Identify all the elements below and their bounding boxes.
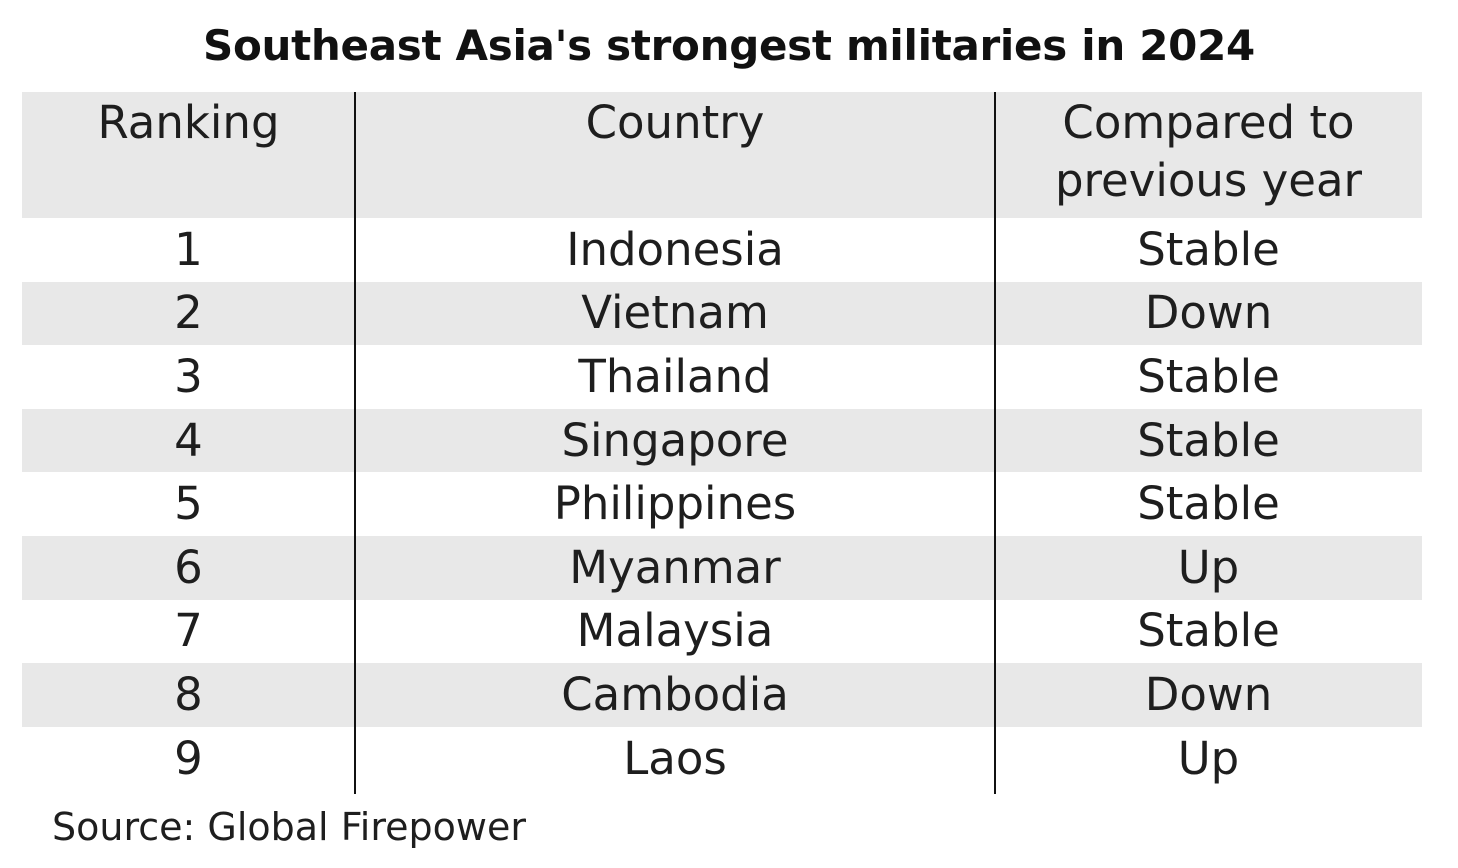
table-row: 9 Laos Up <box>22 727 1422 791</box>
cell-country: Myanmar <box>569 540 781 594</box>
cell-country: Cambodia <box>561 667 789 721</box>
cell-change: Stable <box>1137 222 1280 276</box>
cell-country: Laos <box>623 731 727 785</box>
source-note: Source: Global Firepower <box>52 805 526 849</box>
cell-ranking: 9 <box>174 731 203 785</box>
cell-change: Down <box>1144 286 1273 340</box>
cell-ranking: 5 <box>174 477 203 531</box>
cell-change: Stable <box>1137 477 1280 531</box>
column-divider-2 <box>994 92 996 794</box>
cell-change: Up <box>1177 731 1240 785</box>
cell-country: Vietnam <box>581 286 769 340</box>
cell-country: Malaysia <box>576 604 774 658</box>
column-header-compared: Compared to previous year <box>1054 96 1363 207</box>
cell-country: Thailand <box>578 349 772 403</box>
cell-country: Indonesia <box>566 222 784 276</box>
cell-ranking: 8 <box>174 667 203 721</box>
column-header-country: Country <box>585 96 765 149</box>
cell-change: Up <box>1177 540 1240 594</box>
table-row: 8 Cambodia Down <box>22 663 1422 727</box>
cell-ranking: 1 <box>174 222 203 276</box>
ranking-table: Ranking Country Compared to previous yea… <box>22 92 1422 790</box>
cell-ranking: 7 <box>174 604 203 658</box>
cell-ranking: 2 <box>174 286 203 340</box>
cell-ranking: 6 <box>174 540 203 594</box>
table-row: 4 Singapore Stable <box>22 408 1422 473</box>
column-divider-1 <box>354 92 356 794</box>
table-row: 6 Myanmar Up <box>22 535 1422 600</box>
cell-change: Down <box>1144 667 1273 721</box>
table-row: 7 Malaysia Stable <box>22 600 1422 664</box>
table-row: 3 Thailand Stable <box>22 345 1422 409</box>
table-row: 2 Vietnam Down <box>22 281 1422 346</box>
cell-country: Singapore <box>561 413 789 467</box>
cell-country: Philippines <box>553 477 797 531</box>
table-body: 1 Indonesia Stable 2 Vietnam Down 3 Thailand Sta… <box>22 218 1422 790</box>
cell-change: Stable <box>1137 604 1280 658</box>
column-header-ranking: Ranking <box>97 96 280 149</box>
cell-change: Stable <box>1137 349 1280 403</box>
table-row: 1 Indonesia Stable <box>22 218 1422 282</box>
table-header-row: Ranking Country Compared to previous yea… <box>22 92 1422 218</box>
table-row: 5 Philippines Stable <box>22 472 1422 536</box>
cell-ranking: 3 <box>174 349 203 403</box>
chart-title: Southeast Asia's strongest militaries in… <box>203 21 1255 70</box>
cell-change: Stable <box>1137 413 1280 467</box>
cell-ranking: 4 <box>174 413 203 467</box>
